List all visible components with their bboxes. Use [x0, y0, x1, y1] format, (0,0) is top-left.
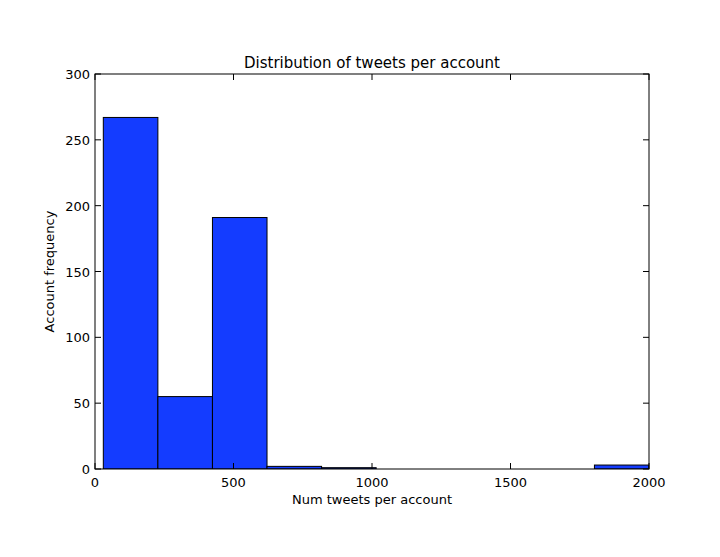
- chart-svg: 0 500 1000 1500 2000 0 50 100 150 200 250 300 Distri…: [0, 0, 720, 557]
- x-tick: [510, 463, 511, 469]
- x-axis-label: Num tweets per account: [292, 492, 452, 507]
- x-tick-label: 500: [221, 475, 246, 490]
- y-tick: [95, 205, 101, 206]
- x-tick-top: [649, 74, 650, 80]
- y-tick-right: [643, 139, 649, 140]
- y-tick: [95, 337, 101, 338]
- x-tick-label: 0: [91, 475, 99, 490]
- x-tick-top: [372, 74, 373, 80]
- ticks: 0 500 1000 1500 2000 0 50 100 150 200 250 300: [65, 67, 665, 490]
- y-tick-label: 300: [65, 67, 90, 82]
- y-tick-right: [643, 271, 649, 272]
- x-tick: [372, 463, 373, 469]
- histogram-bar: [103, 117, 158, 469]
- y-tick-right: [643, 403, 649, 404]
- y-tick-label: 250: [65, 133, 90, 148]
- x-tick-top: [233, 74, 234, 80]
- chart-container: 0 500 1000 1500 2000 0 50 100 150 200 250 300 Distri…: [0, 0, 720, 557]
- x-tick: [649, 463, 650, 469]
- y-tick-right: [643, 205, 649, 206]
- y-tick-label: 150: [65, 265, 90, 280]
- histogram-bar: [158, 397, 213, 469]
- y-tick: [95, 74, 101, 75]
- y-tick: [95, 139, 101, 140]
- x-tick-top: [510, 74, 511, 80]
- x-tick: [233, 463, 234, 469]
- y-tick-right: [643, 337, 649, 338]
- chart-title: Distribution of tweets per account: [244, 54, 500, 72]
- y-tick-label: 50: [73, 396, 90, 411]
- y-tick-label: 100: [65, 330, 90, 345]
- y-tick-label: 200: [65, 199, 90, 214]
- y-tick: [95, 271, 101, 272]
- x-tick: [95, 463, 96, 469]
- y-tick: [95, 403, 101, 404]
- y-tick-label: 0: [82, 462, 90, 477]
- x-tick-top: [95, 74, 96, 80]
- histogram-bar: [212, 218, 267, 469]
- x-tick-label: 1000: [355, 475, 388, 490]
- bars: [103, 117, 649, 469]
- plot-frame: [95, 74, 649, 469]
- y-tick-right: [643, 469, 649, 470]
- x-tick-label: 1500: [494, 475, 527, 490]
- y-axis-label: Account frequency: [42, 210, 57, 332]
- x-tick-label: 2000: [632, 475, 665, 490]
- y-tick-right: [643, 74, 649, 75]
- histogram-bar: [594, 465, 649, 469]
- y-tick: [95, 469, 101, 470]
